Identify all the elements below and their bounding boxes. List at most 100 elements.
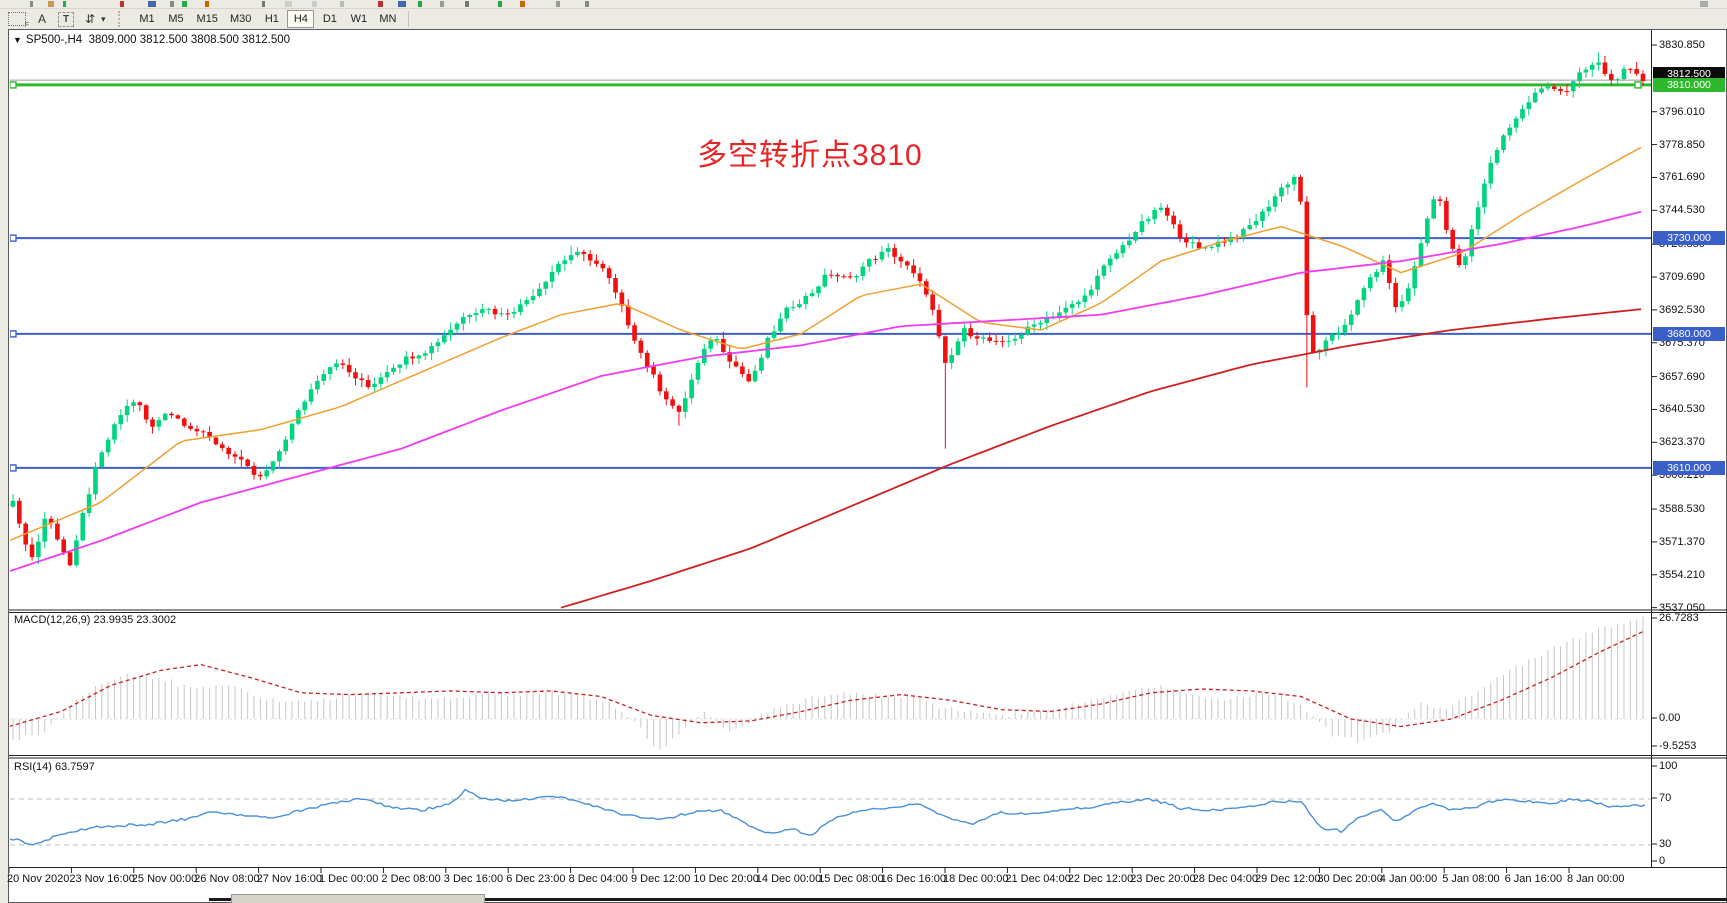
clipped-toolbar-icon: [556, 1, 560, 7]
timeframe-m1-button[interactable]: M1: [134, 10, 161, 28]
time-axis-label: 2 Dec 08:00: [381, 873, 441, 885]
price-axis-label: 3796.010: [1659, 105, 1705, 118]
clipped-toolbar-icon: [418, 1, 422, 7]
clipped-toolbar-icon: [465, 1, 469, 7]
chart-subwindow[interactable]: ▼ SP500-,H4 3809.000 3812.500 3808.500 38…: [7, 29, 1727, 903]
time-axis-label: 3 Dec 16:00: [443, 873, 504, 885]
price-axis-label: 3657.690: [1659, 370, 1705, 383]
chart-canvas[interactable]: [9, 30, 1727, 903]
rsi-axis-label: 100: [1659, 760, 1678, 772]
price-axis-label: 3571.370: [1659, 535, 1705, 548]
time-axis-label: 20 Nov 2020: [7, 873, 70, 885]
price-axis-label: 3709.690: [1659, 271, 1705, 284]
price-axis-label: 3744.530: [1659, 204, 1705, 217]
subwindow-toggle-icon[interactable]: ▼: [13, 35, 22, 45]
horizontal-scrollbar-track[interactable]: [209, 898, 1727, 901]
clipped-toolbar-icon: [520, 1, 525, 7]
macd-axis-label: 0.00: [1659, 712, 1681, 724]
clipped-toolbar-icon: [398, 1, 406, 7]
time-axis-label: 22 Dec 12:00: [1067, 873, 1134, 885]
price-tag-3812.500: 3812.500: [1653, 67, 1725, 81]
time-axis-label: 26 Nov 08:00: [194, 873, 260, 885]
clipped-toolbar-icon: [182, 1, 187, 7]
clipped-toolbar-icon: [170, 1, 174, 7]
clipped-toolbar-icon: [340, 1, 344, 7]
clipped-toolbar-icon: [262, 1, 265, 7]
clipped-toolbar-icon: [378, 1, 383, 7]
chevron-down-icon[interactable]: ▾: [101, 13, 106, 24]
chart-toolbar: F A T ⇵ ▾ M1 M5 M15 M30 H1 H4 D1 W1 MN: [0, 9, 1727, 29]
price-tag-3730.000[interactable]: 3730.000: [1653, 231, 1725, 245]
macd-axis-label: 26.7283: [1659, 612, 1699, 624]
price-axis-label: 3778.850: [1659, 138, 1705, 151]
price-axis-label: 3761.690: [1659, 171, 1705, 184]
clipped-toolbar-icon: [30, 1, 33, 7]
crosshair-grid-icon[interactable]: F: [8, 12, 29, 29]
clipped-main-toolbar: [0, 0, 1727, 9]
chart-title: ▼ SP500-,H4 3809.000 3812.500 3808.500 38…: [13, 34, 290, 46]
clipped-toolbar-icon: [498, 1, 502, 7]
time-axis-label: 29 Dec 12:00: [1255, 873, 1321, 885]
clipped-toolbar-icon: [205, 1, 209, 7]
price-tag-3680.000[interactable]: 3680.000: [1653, 327, 1725, 341]
time-axis-label: 27 Nov 16:00: [256, 873, 323, 885]
clipped-toolbar-icon: [285, 1, 292, 7]
rsi-axis-label: 70: [1659, 792, 1672, 804]
time-axis-label: 9 Dec 12:00: [631, 873, 691, 885]
time-axis-label: 16 Dec 16:00: [880, 873, 947, 885]
time-axis-label: 6 Jan 16:00: [1504, 873, 1563, 885]
clipped-toolbar-icon: [148, 1, 156, 7]
time-axis-label: 23 Nov 16:00: [69, 873, 135, 885]
timeframe-d1-button[interactable]: D1: [316, 10, 343, 28]
time-axis-label: 15 Dec 08:00: [818, 873, 884, 885]
time-axis-label: 8 Jan 00:00: [1567, 873, 1625, 885]
clipped-toolbar-icon: [48, 1, 54, 7]
rsi-indicator-label: RSI(14) 63.7597: [14, 761, 95, 773]
clipped-toolbar-icon: [1700, 1, 1708, 7]
time-axis-label: 4 Jan 00:00: [1379, 873, 1438, 885]
timeframe-m30-button[interactable]: M30: [225, 10, 256, 28]
text-box-icon[interactable]: T: [58, 11, 74, 27]
price-axis-label: 3537.050: [1659, 601, 1705, 614]
ohlc-values: 3809.000 3812.500 3808.500 3812.500: [88, 34, 291, 46]
time-axis-label: 25 Nov 00:00: [131, 873, 198, 885]
hline-handle[interactable]: [10, 234, 17, 242]
annotation-text[interactable]: 多空转折点3810: [697, 139, 923, 172]
macd-indicator-label: MACD(12,26,9) 23.9935 23.3002: [14, 614, 177, 626]
timeframe-w1-button[interactable]: W1: [345, 10, 372, 28]
time-axis-label: 1 Dec 00:00: [319, 873, 379, 885]
price-axis-label: 3588.530: [1659, 503, 1705, 516]
arrange-arrows-icon[interactable]: ⇵: [84, 12, 96, 26]
price-tag-3610.000[interactable]: 3610.000: [1653, 461, 1725, 475]
time-axis-label: 28 Dec 04:00: [1192, 873, 1259, 885]
clipped-toolbar-icon: [585, 1, 589, 7]
clipped-toolbar-icon: [63, 1, 66, 7]
text-label-icon[interactable]: A: [37, 12, 46, 26]
horizontal-scrollbar-thumb[interactable]: [231, 894, 485, 903]
rsi-axis-label: 30: [1659, 838, 1672, 850]
timeframe-m15-button[interactable]: M15: [192, 10, 223, 28]
hline-handle[interactable]: [10, 330, 17, 338]
timeframe-m5-button[interactable]: M5: [163, 10, 190, 28]
time-axis-label: 8 Dec 04:00: [568, 873, 628, 885]
toolbar-drag-handle[interactable]: [117, 11, 125, 27]
price-axis-label: 3623.370: [1659, 436, 1705, 449]
clipped-toolbar-icon: [120, 1, 124, 7]
time-axis-label: 10 Dec 20:00: [693, 873, 759, 885]
time-axis-label: 18 Dec 00:00: [943, 873, 1009, 885]
hline-handle[interactable]: [1634, 81, 1642, 89]
hline-handle[interactable]: [10, 81, 17, 89]
price-axis-label: 3640.530: [1659, 403, 1705, 416]
timeframe-h4-button[interactable]: H4: [287, 10, 315, 28]
timeframe-mn-button[interactable]: MN: [374, 10, 401, 28]
price-tag-3810.000[interactable]: 3810.000: [1653, 78, 1725, 92]
time-axis-label: 6 Dec 23:00: [506, 873, 566, 885]
timeframe-h1-button[interactable]: H1: [258, 10, 285, 28]
hline-handle[interactable]: [10, 464, 17, 472]
price-axis-label: 3692.530: [1659, 303, 1705, 316]
rsi-axis-label: 0: [1659, 855, 1666, 867]
price-axis-label: 3554.210: [1659, 568, 1705, 581]
time-axis-label: 5 Jan 08:00: [1442, 873, 1500, 885]
time-axis-label: 30 Dec 20:00: [1317, 873, 1383, 885]
